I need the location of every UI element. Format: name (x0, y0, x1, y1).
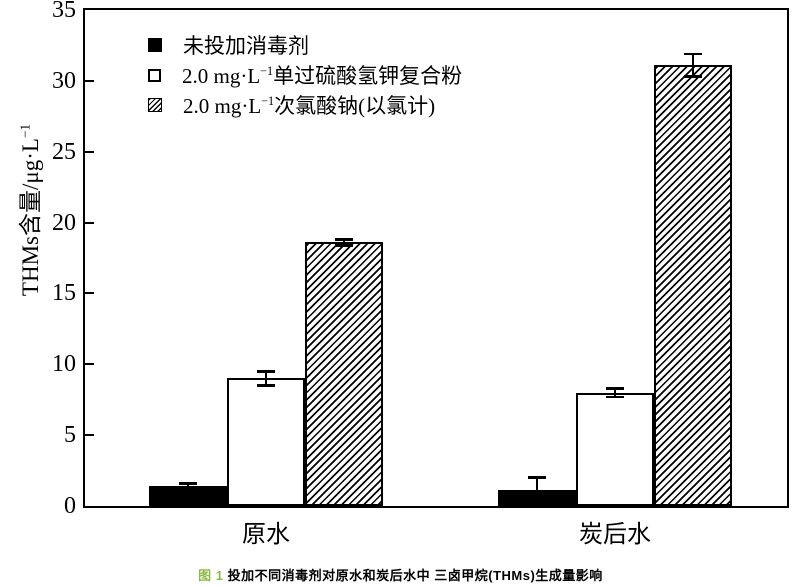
figure-caption: 图 1 投加不同消毒剂对原水和炭后水中 三卤甲烷(THMs)生成量影响 (0, 565, 801, 584)
bar-hatched-炭后水 (654, 65, 732, 506)
legend: 未投加消毒剂 2.0 mg·L−1单过硫酸氢钾复合粉 2.0 mg·L−1次氯酸钠(… (148, 30, 462, 120)
legend-item: 2.0 mg·L−1单过硫酸氢钾复合粉 (148, 60, 462, 90)
error-bar-cap (606, 387, 624, 390)
error-bar-stem (691, 53, 695, 77)
y-tick-label: 20 (52, 209, 76, 236)
error-bar-cap (528, 501, 546, 505)
legend-label: 未投加消毒剂 (183, 34, 309, 58)
error-bar-stem (342, 239, 346, 246)
error-bar-cap (684, 75, 702, 78)
y-tick-label: 15 (52, 280, 76, 307)
bar-open-white-炭后水 (576, 392, 654, 506)
y-tick-label: 35 (52, 0, 76, 23)
legend-marker-open-white-icon (148, 68, 161, 82)
y-tick-label: 0 (64, 493, 76, 519)
y-tick-mark (85, 150, 94, 153)
bar-open-white-原水 (227, 378, 305, 506)
error-bar-cap (335, 238, 353, 241)
error-bar-stem (613, 388, 617, 397)
legend-label: 2.0 mg·L−1单过硫酸氢钾复合粉 (182, 64, 463, 88)
error-bar-stem (186, 483, 190, 489)
error-bar-stem (264, 371, 268, 386)
legend-item: 2.0 mg·L−1次氯酸钠(以氯计) (148, 90, 462, 120)
caption-number: 图 1 (198, 568, 224, 583)
error-bar-cap (257, 384, 275, 387)
plot-frame (83, 8, 789, 508)
legend-marker-hatched-icon (148, 98, 162, 112)
error-bar-cap (179, 482, 197, 485)
y-tick-label: 5 (64, 422, 76, 449)
y-tick-label: 30 (52, 67, 76, 94)
legend-label: 2.0 mg·L−1次氯酸钠(以氯计) (183, 94, 436, 118)
error-bar-cap (179, 487, 197, 491)
error-bar-cap (684, 52, 702, 56)
bar-hatched-原水 (305, 242, 383, 506)
x-category-label: 原水 (242, 522, 290, 548)
y-tick-mark (85, 221, 94, 224)
legend-marker-solid-black-icon (148, 38, 162, 52)
error-bar-cap (257, 370, 275, 373)
y-tick-mark (85, 363, 94, 366)
y-tick-mark (85, 434, 94, 437)
error-bar-cap (606, 395, 624, 399)
x-category-label: 炭后水 (579, 522, 651, 548)
y-tick-label: 10 (52, 351, 76, 378)
error-bar-cap (528, 476, 546, 479)
y-tick-mark (85, 79, 94, 82)
y-tick-mark (85, 292, 94, 295)
y-tick-label: 25 (52, 138, 76, 165)
y-axis-title-superscript: −1 (17, 123, 33, 139)
legend-item: 未投加消毒剂 (148, 30, 462, 60)
error-bar-cap (335, 243, 353, 247)
bar-solid-black-原水 (149, 486, 227, 506)
caption-text: 投加不同消毒剂对原水和炭后水中 三卤甲烷(THMs)生成量影响 (227, 568, 603, 583)
error-bar-stem (535, 477, 539, 504)
